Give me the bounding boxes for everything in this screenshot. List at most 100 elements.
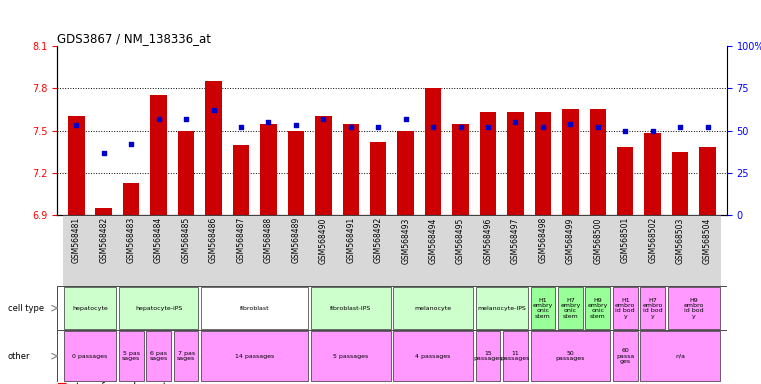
Bar: [585, 287, 610, 329]
Bar: [640, 287, 665, 329]
Bar: [233, 145, 249, 215]
Bar: [699, 147, 716, 215]
Text: H7
embry
onic
stem: H7 embry onic stem: [560, 298, 581, 319]
Text: GSM568492: GSM568492: [374, 217, 383, 263]
Point: [564, 121, 576, 127]
Bar: [584, 215, 612, 286]
Bar: [282, 215, 310, 286]
Text: GSM568499: GSM568499: [566, 217, 575, 263]
Text: GSM568497: GSM568497: [511, 217, 520, 263]
Point: [400, 116, 412, 122]
Bar: [535, 112, 551, 215]
Text: 50
passages: 50 passages: [556, 351, 585, 361]
Bar: [476, 287, 528, 329]
Text: GSM568483: GSM568483: [126, 217, 135, 263]
Bar: [62, 215, 90, 286]
Text: GSM568498: GSM568498: [538, 217, 547, 263]
Bar: [393, 331, 473, 381]
Point: [591, 124, 603, 130]
Bar: [562, 109, 578, 215]
Point: [702, 124, 714, 130]
Text: GSM568501: GSM568501: [621, 217, 629, 263]
Bar: [315, 116, 332, 215]
Text: GSM568502: GSM568502: [648, 217, 658, 263]
Point: [537, 124, 549, 130]
Text: ■: ■: [57, 382, 68, 384]
Bar: [178, 131, 194, 215]
Text: 11
passages: 11 passages: [501, 351, 530, 361]
Bar: [397, 131, 414, 215]
Text: GSM568503: GSM568503: [676, 217, 685, 263]
Bar: [311, 287, 390, 329]
Bar: [201, 287, 308, 329]
Bar: [311, 331, 390, 381]
Bar: [558, 287, 583, 329]
Text: 5 passages: 5 passages: [333, 354, 368, 359]
Text: GSM568504: GSM568504: [703, 217, 712, 263]
Bar: [205, 81, 221, 215]
Text: cell type: cell type: [8, 304, 43, 313]
Bar: [68, 116, 84, 215]
Text: GSM568484: GSM568484: [154, 217, 163, 263]
Text: 0 passages: 0 passages: [72, 354, 107, 359]
Bar: [337, 215, 365, 286]
Bar: [590, 109, 606, 215]
Point: [180, 116, 193, 122]
Text: 7 pas
sages: 7 pas sages: [177, 351, 195, 361]
Point: [509, 119, 521, 125]
Text: GDS3867 / NM_138336_at: GDS3867 / NM_138336_at: [57, 32, 211, 45]
Bar: [556, 215, 584, 286]
Bar: [667, 215, 694, 286]
Text: GSM568496: GSM568496: [483, 217, 492, 263]
Bar: [479, 112, 496, 215]
Bar: [370, 142, 387, 215]
Bar: [530, 287, 556, 329]
Bar: [452, 124, 469, 215]
Bar: [90, 215, 117, 286]
Point: [372, 124, 384, 130]
Point: [482, 124, 494, 130]
Text: 6 pas
sages: 6 pas sages: [149, 351, 167, 361]
Point: [674, 124, 686, 130]
Bar: [617, 147, 633, 215]
Text: GSM568500: GSM568500: [594, 217, 602, 263]
Bar: [474, 215, 501, 286]
Point: [619, 127, 632, 134]
Text: GSM568490: GSM568490: [319, 217, 328, 263]
Bar: [530, 331, 610, 381]
Point: [263, 119, 275, 125]
Bar: [640, 331, 720, 381]
Bar: [119, 287, 199, 329]
Bar: [64, 331, 116, 381]
Point: [317, 116, 330, 122]
Bar: [613, 287, 638, 329]
Text: 15
passages: 15 passages: [473, 351, 503, 361]
Text: GSM568494: GSM568494: [428, 217, 438, 263]
Bar: [672, 152, 689, 215]
Bar: [639, 215, 667, 286]
Text: GSM568489: GSM568489: [291, 217, 301, 263]
Bar: [260, 124, 277, 215]
Bar: [201, 331, 308, 381]
Text: other: other: [8, 352, 30, 361]
Bar: [447, 215, 474, 286]
Point: [97, 149, 110, 156]
Bar: [146, 331, 171, 381]
Text: GSM568482: GSM568482: [99, 217, 108, 263]
Text: fibroblast: fibroblast: [240, 306, 269, 311]
Point: [208, 107, 220, 113]
Bar: [613, 331, 638, 381]
Bar: [342, 124, 359, 215]
Text: H9
embro
id bod
y: H9 embro id bod y: [683, 298, 704, 319]
Text: GSM568481: GSM568481: [72, 217, 81, 263]
Text: GSM568485: GSM568485: [182, 217, 190, 263]
Point: [427, 124, 439, 130]
Bar: [365, 215, 392, 286]
Text: GSM568491: GSM568491: [346, 217, 355, 263]
Text: 60
passa
ges: 60 passa ges: [616, 348, 635, 364]
Text: 5 pas
sages: 5 pas sages: [122, 351, 140, 361]
Text: transformed count: transformed count: [76, 382, 167, 384]
Text: 4 passages: 4 passages: [416, 354, 451, 359]
Bar: [123, 183, 139, 215]
Bar: [529, 215, 556, 286]
